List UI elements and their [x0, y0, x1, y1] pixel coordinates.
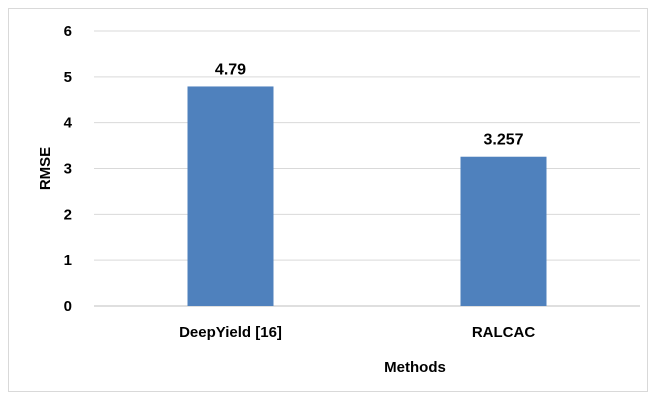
y-axis-ticks: 0 1 2 3 4 5 6 — [64, 23, 73, 315]
x-axis-title: Methods — [384, 359, 446, 376]
bar-value-label: 4.79 — [215, 61, 246, 78]
gridlines — [94, 30, 640, 307]
y-tick-label: 5 — [64, 69, 72, 86]
data-labels: 4.79 3.257 — [215, 61, 524, 148]
x-tick-label: DeepYield [16] — [179, 324, 282, 341]
y-tick-label: 1 — [64, 252, 72, 269]
bar-value-label: 3.257 — [483, 132, 523, 149]
y-tick-label: 0 — [64, 298, 72, 315]
y-axis-title: RMSE — [37, 147, 54, 190]
x-axis-ticks: DeepYield [16] RALCAC — [179, 324, 535, 341]
x-tick-label: RALCAC — [472, 324, 535, 341]
bars — [187, 86, 547, 306]
y-tick-label: 3 — [64, 161, 72, 178]
y-tick-label: 6 — [64, 23, 72, 40]
y-tick-label: 2 — [64, 206, 72, 223]
y-tick-label: 4 — [64, 115, 73, 132]
bar — [460, 156, 547, 306]
bar — [187, 86, 274, 306]
